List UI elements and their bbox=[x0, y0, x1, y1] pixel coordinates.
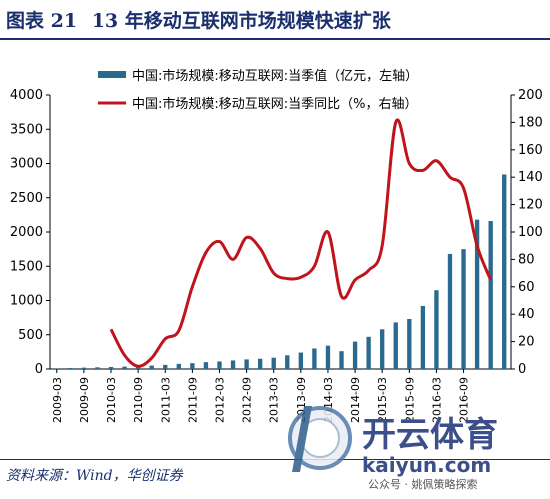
figure-label: 图表 21 bbox=[6, 10, 78, 32]
bar bbox=[352, 341, 358, 369]
bar bbox=[434, 290, 439, 369]
x-tick-label: 2010-09 bbox=[132, 377, 145, 423]
bar bbox=[339, 351, 344, 369]
y-left-tick-label: 1500 bbox=[10, 259, 43, 274]
legend-bar-swatch bbox=[98, 71, 126, 78]
bar bbox=[163, 364, 168, 369]
bar bbox=[230, 360, 236, 369]
y-left-tick-label: 3500 bbox=[10, 122, 43, 137]
bar bbox=[447, 253, 453, 369]
bar bbox=[380, 329, 385, 369]
y-right-tick-label: 0 bbox=[518, 362, 526, 377]
watermark: 开云体育 kaiyun.com 公众号 · 姚佩策略探索 bbox=[288, 406, 498, 491]
bar bbox=[366, 336, 371, 369]
y-left-tick-label: 3000 bbox=[10, 157, 43, 172]
y-right-tick-label: 80 bbox=[518, 252, 535, 267]
x-tick-label: 2016-03 bbox=[430, 377, 443, 423]
x-tick-label: 2010-03 bbox=[105, 377, 118, 423]
legend-line-label: 中国:市场规模:移动互联网:当季同比（%，右轴） bbox=[132, 96, 418, 112]
bar bbox=[407, 318, 412, 369]
y-right-tick-label: 200 bbox=[518, 88, 543, 103]
title-rule bbox=[0, 38, 550, 40]
x-tick-label: 2009-09 bbox=[78, 377, 91, 423]
y-left-tick-label: 4000 bbox=[10, 88, 43, 103]
bar-series bbox=[54, 174, 507, 369]
bar bbox=[285, 355, 290, 369]
bar bbox=[244, 359, 249, 369]
watermark-brand-text: 开云体育 bbox=[362, 415, 498, 455]
y-right-tick-label: 180 bbox=[518, 115, 543, 130]
chart-legend: 中国:市场规模:移动互联网:当季值（亿元，左轴） 中国:市场规模:移动互联网:当季… bbox=[98, 68, 418, 112]
bar bbox=[461, 249, 466, 369]
y-right-tick-label: 100 bbox=[518, 225, 543, 240]
bar bbox=[257, 358, 263, 369]
watermark-url-text: kaiyun.com bbox=[362, 453, 491, 477]
bar bbox=[488, 221, 493, 369]
line-path bbox=[109, 118, 493, 368]
line-series bbox=[109, 118, 493, 368]
bar bbox=[298, 352, 304, 369]
y-left-tick-label: 1000 bbox=[10, 294, 43, 309]
y-right-tick-label: 120 bbox=[518, 198, 543, 213]
y-left-tick-label: 2000 bbox=[10, 225, 43, 240]
x-tick-label: 2015-03 bbox=[376, 377, 389, 423]
bar bbox=[271, 357, 276, 369]
watermark-account-text: 公众号 · 姚佩策略探索 bbox=[368, 477, 478, 491]
x-tick-label: 2011-09 bbox=[186, 377, 199, 423]
bar bbox=[502, 174, 507, 369]
y-left-tick-label: 0 bbox=[35, 362, 43, 377]
bar bbox=[312, 348, 317, 369]
y-right-tick-label: 60 bbox=[518, 280, 535, 295]
source-note: 资料来源：Wind，华创证券 bbox=[6, 468, 183, 484]
bar bbox=[68, 367, 73, 369]
bar bbox=[81, 367, 87, 369]
y-right-tick-label: 40 bbox=[518, 307, 535, 322]
figure-title: 13 年移动互联网市场规模快速扩张 bbox=[91, 10, 391, 32]
bar bbox=[325, 345, 331, 369]
bar bbox=[217, 361, 222, 369]
chart-title: 图表 21 13 年移动互联网市场规模快速扩张 bbox=[6, 6, 391, 33]
bar bbox=[54, 368, 59, 369]
legend-bar-label: 中国:市场规模:移动互联网:当季值（亿元，左轴） bbox=[132, 68, 418, 84]
x-tick-label: 2011-03 bbox=[159, 377, 172, 423]
y-right-tick-label: 140 bbox=[518, 170, 543, 185]
x-tick-label: 2012-09 bbox=[241, 377, 254, 423]
bar bbox=[149, 365, 154, 369]
x-tick-label: 2015-09 bbox=[403, 377, 416, 423]
watermark-logo-icon bbox=[288, 406, 352, 472]
x-tick-label: 2016-09 bbox=[458, 377, 471, 423]
bar bbox=[190, 363, 195, 369]
y-right-tick-label: 20 bbox=[518, 335, 535, 350]
y-left-tick-label: 2500 bbox=[10, 191, 43, 206]
bar bbox=[122, 366, 127, 369]
bar bbox=[420, 305, 426, 369]
x-tick-label: 2013-03 bbox=[268, 377, 281, 423]
chart-axes: 0 500 1000 1500 2000 2500 3000 3500 4000 0 20 40 60 8… bbox=[10, 88, 543, 423]
x-tick-label: 2014-09 bbox=[349, 377, 362, 423]
y-right-tick-label: 160 bbox=[518, 143, 543, 158]
bar bbox=[176, 363, 181, 369]
footer-rule bbox=[0, 459, 550, 460]
bar bbox=[95, 367, 100, 369]
bar bbox=[393, 322, 398, 369]
x-tick-label: 2012-03 bbox=[213, 377, 226, 423]
bar bbox=[203, 362, 209, 369]
bar bbox=[474, 219, 480, 369]
y-left-tick-label: 500 bbox=[18, 328, 43, 343]
x-tick-label: 2009-03 bbox=[51, 377, 64, 423]
bar bbox=[108, 366, 114, 369]
